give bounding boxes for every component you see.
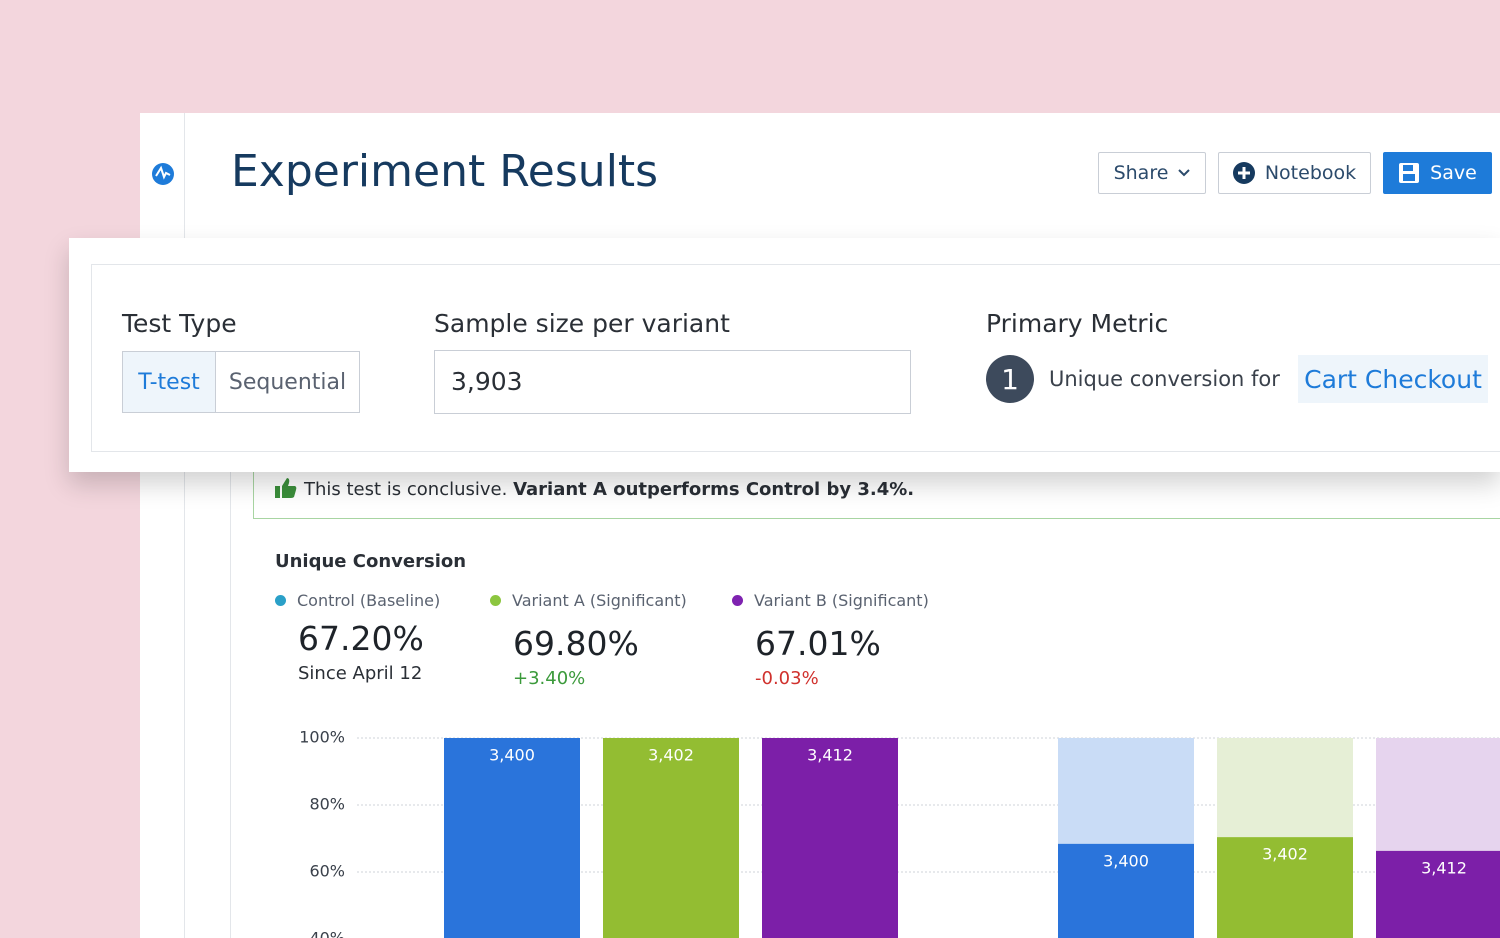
sample-size-input[interactable]: 3,903 xyxy=(434,350,911,414)
button-label: Save xyxy=(1430,162,1477,184)
button-label: Notebook xyxy=(1264,162,1357,184)
page-title: Experiment Results xyxy=(231,146,659,197)
y-tick-label: 80% xyxy=(309,795,345,814)
metric-badge: 1 xyxy=(986,355,1034,403)
bar xyxy=(762,738,898,938)
chevron xyxy=(1178,169,1191,177)
bar xyxy=(1058,843,1194,938)
sidebar-border xyxy=(184,113,185,938)
field-label: Sample size per variant xyxy=(434,309,730,338)
metric-text: Unique conversion for xyxy=(1049,367,1280,391)
variant-note: Since April 12 xyxy=(298,663,423,684)
thumbs-up-icon xyxy=(275,478,297,498)
legend-label: Control (Baseline) xyxy=(297,591,441,610)
legend-dot xyxy=(275,595,286,606)
settings-card: Test Type T-test Sequential Sample size … xyxy=(69,238,1500,472)
bar-count-label: 3,400 xyxy=(1103,851,1149,870)
button-label: Share xyxy=(1113,162,1169,184)
save-button[interactable]: Save xyxy=(1383,152,1492,194)
variant-note: +3.40% xyxy=(513,668,586,689)
metric-title: Unique Conversion xyxy=(275,551,467,572)
bar-count-label: 3,400 xyxy=(489,746,535,765)
field-label: Test Type xyxy=(122,309,237,338)
y-tick-label: 100% xyxy=(299,728,345,747)
settings-box: Test Type T-test Sequential Sample size … xyxy=(91,264,1500,452)
y-tick-label: 40% xyxy=(309,929,345,938)
notebook-button[interactable]: Notebook xyxy=(1218,152,1371,194)
bar xyxy=(1217,837,1353,938)
bar xyxy=(444,738,580,938)
bar-count-label: 3,412 xyxy=(1421,858,1467,877)
y-tick-label: 60% xyxy=(309,862,345,881)
variant-value: 67.20% xyxy=(298,619,424,658)
legend-label: Variant A (Significant) xyxy=(512,591,687,610)
variant-value: 67.01% xyxy=(755,624,881,663)
content-border xyxy=(230,238,231,938)
bar-count-label: 3,402 xyxy=(1262,845,1308,864)
bar xyxy=(1376,850,1500,938)
variant-note: -0.03% xyxy=(755,668,819,689)
save-icon xyxy=(1399,163,1420,183)
legend-dot xyxy=(732,595,743,606)
bar-count-label: 3,402 xyxy=(648,746,694,765)
plus-icon xyxy=(1232,162,1255,184)
bar-count-label: 3,412 xyxy=(807,746,853,765)
legend-dot xyxy=(490,595,501,606)
segment-option[interactable]: Sequential xyxy=(228,369,347,395)
event-link[interactable]: Cart Checkout xyxy=(1298,355,1488,403)
legend-label: Variant B (Significant) xyxy=(754,591,929,610)
field-label: Primary Metric xyxy=(986,309,1169,338)
share-button[interactable]: Share xyxy=(1098,152,1206,194)
segmented-control: T-test Sequential xyxy=(122,351,360,413)
segment-option[interactable]: T-test xyxy=(123,352,216,412)
logo[interactable] xyxy=(151,162,175,186)
banner-emphasis: Variant A outperforms Control by 3.4%. xyxy=(513,479,915,500)
banner-text: This test is conclusive. xyxy=(304,479,508,500)
bar xyxy=(603,738,739,938)
variant-value: 69.80% xyxy=(513,624,639,663)
